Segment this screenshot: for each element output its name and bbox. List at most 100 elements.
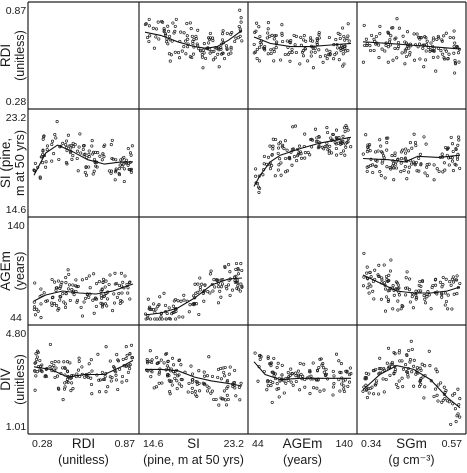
data-point xyxy=(333,141,337,145)
row-label-unit-rdi: (unitless) xyxy=(13,30,27,81)
data-point xyxy=(217,48,221,52)
data-point xyxy=(209,269,213,273)
data-point xyxy=(157,303,161,307)
data-point xyxy=(362,251,366,255)
data-point xyxy=(126,291,130,295)
data-point xyxy=(110,156,114,161)
data-point xyxy=(234,36,238,40)
data-point xyxy=(64,281,68,285)
data-point xyxy=(279,173,283,177)
data-point xyxy=(457,403,461,407)
data-point xyxy=(217,403,221,407)
data-point xyxy=(213,285,217,289)
data-point xyxy=(107,282,111,287)
data-point xyxy=(177,373,181,377)
data-point xyxy=(393,37,397,41)
data-point xyxy=(270,153,274,157)
data-point xyxy=(34,357,39,362)
y-tick-max: 23.2 xyxy=(6,112,27,124)
data-point xyxy=(102,144,106,149)
data-point xyxy=(412,132,416,136)
data-point xyxy=(386,45,390,49)
data-point xyxy=(64,276,68,280)
data-point xyxy=(378,356,382,360)
data-point xyxy=(367,282,371,286)
data-point xyxy=(333,53,337,57)
data-point xyxy=(186,37,190,41)
data-point xyxy=(342,384,346,388)
data-point xyxy=(91,298,95,302)
data-point xyxy=(98,378,102,382)
data-point xyxy=(269,384,273,388)
data-point xyxy=(174,17,178,21)
data-point xyxy=(154,27,158,31)
data-point xyxy=(268,34,272,38)
data-point xyxy=(393,365,397,369)
data-point xyxy=(373,268,377,272)
data-point xyxy=(54,366,58,370)
data-point xyxy=(266,27,270,31)
data-point xyxy=(269,51,273,56)
data-point xyxy=(294,50,298,55)
data-point xyxy=(443,291,447,295)
smoothing-line xyxy=(253,136,352,187)
data-point xyxy=(458,281,462,286)
data-point xyxy=(451,275,455,279)
data-point xyxy=(432,178,436,182)
data-point xyxy=(397,44,401,49)
data-point xyxy=(417,289,421,293)
data-point xyxy=(391,58,395,62)
data-point xyxy=(42,291,46,295)
data-point xyxy=(184,39,188,43)
data-point xyxy=(110,309,115,313)
data-point xyxy=(90,139,94,143)
data-point xyxy=(347,380,352,384)
data-point xyxy=(214,397,218,402)
data-point xyxy=(99,301,103,305)
data-point xyxy=(257,25,261,29)
data-point xyxy=(130,144,134,148)
data-point xyxy=(302,38,306,42)
data-point xyxy=(390,26,394,30)
data-point xyxy=(122,167,126,171)
data-point xyxy=(170,356,175,360)
data-point xyxy=(34,374,38,378)
data-point xyxy=(313,127,318,131)
data-point xyxy=(377,43,381,47)
data-point xyxy=(327,151,331,155)
data-point xyxy=(75,156,79,161)
data-point xyxy=(38,176,42,180)
data-point xyxy=(262,154,266,158)
data-point xyxy=(278,157,282,161)
smoothing-line xyxy=(33,359,134,378)
data-point xyxy=(315,386,319,390)
data-point xyxy=(341,134,345,138)
data-point xyxy=(308,392,312,396)
data-point xyxy=(116,387,120,392)
data-point xyxy=(440,152,444,156)
data-point xyxy=(362,385,366,389)
data-point xyxy=(427,349,431,353)
data-point xyxy=(343,38,347,42)
data-point xyxy=(413,141,418,145)
data-point xyxy=(152,46,156,50)
data-point xyxy=(403,157,407,161)
data-point xyxy=(325,141,329,145)
data-point xyxy=(425,174,429,178)
data-point xyxy=(44,374,49,379)
data-point xyxy=(452,292,456,296)
data-point xyxy=(368,44,372,48)
data-point xyxy=(162,27,166,31)
data-point xyxy=(393,46,397,50)
data-point xyxy=(48,342,52,346)
data-point xyxy=(165,311,169,316)
data-point xyxy=(397,286,401,290)
data-point xyxy=(368,386,372,391)
data-point xyxy=(34,360,38,365)
data-point xyxy=(120,380,124,384)
data-point xyxy=(405,270,409,274)
data-point xyxy=(342,44,346,49)
data-point xyxy=(167,29,171,33)
data-point xyxy=(369,275,373,279)
data-point xyxy=(286,371,290,375)
